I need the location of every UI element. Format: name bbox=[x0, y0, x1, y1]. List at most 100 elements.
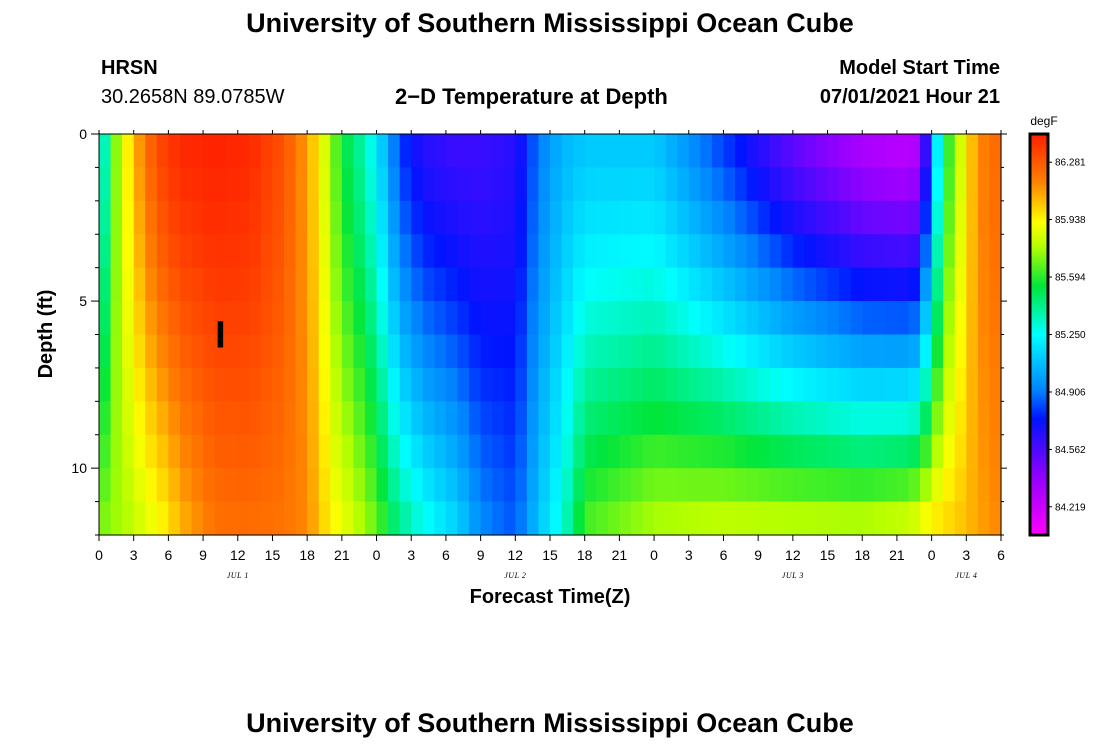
heatmap-cell bbox=[515, 334, 528, 369]
heatmap-cell bbox=[596, 267, 609, 302]
heatmap-cell bbox=[896, 434, 910, 469]
heatmap-cell bbox=[515, 401, 528, 436]
heatmap-cell bbox=[388, 468, 401, 503]
heatmap-cell bbox=[503, 134, 516, 169]
heatmap-cell bbox=[307, 200, 320, 235]
heatmap-cell bbox=[827, 468, 840, 503]
heatmap-cell bbox=[457, 434, 470, 469]
heatmap-cell bbox=[943, 200, 956, 235]
heatmap-cell bbox=[469, 301, 482, 336]
heatmap-cell bbox=[977, 267, 991, 302]
heatmap-cell bbox=[827, 301, 840, 336]
colorbar-gradient bbox=[1028, 132, 1050, 537]
heatmap-cell bbox=[284, 401, 297, 436]
heatmap-cell bbox=[191, 367, 204, 402]
heatmap-cell bbox=[295, 234, 308, 269]
heatmap-cell bbox=[122, 234, 135, 269]
heatmap-cell bbox=[665, 334, 678, 369]
heatmap-cell bbox=[538, 267, 551, 302]
heatmap-cell bbox=[642, 134, 655, 169]
y-axis-title: Depth (ft) bbox=[35, 290, 57, 379]
heatmap-cell bbox=[226, 301, 239, 336]
heatmap-cell bbox=[850, 468, 863, 503]
heatmap-cell bbox=[318, 167, 331, 202]
heatmap-cell bbox=[341, 401, 355, 436]
heatmap-cell bbox=[526, 334, 540, 369]
heatmap-cell bbox=[781, 401, 794, 436]
heatmap-cell bbox=[272, 134, 285, 169]
heatmap-cell bbox=[943, 367, 956, 402]
heatmap-cell bbox=[284, 134, 297, 169]
heatmap-cell bbox=[688, 200, 701, 235]
heatmap-cell bbox=[943, 434, 956, 469]
heatmap-cell bbox=[723, 167, 736, 202]
heatmap-cell bbox=[839, 200, 852, 235]
heatmap-cell bbox=[630, 334, 644, 369]
heatmap-cell bbox=[561, 468, 574, 503]
heatmap-cell bbox=[214, 234, 227, 269]
x-tick-label: 12 bbox=[785, 547, 801, 563]
heatmap-cell bbox=[781, 501, 794, 536]
heatmap-cell bbox=[711, 301, 725, 336]
heatmap-cell bbox=[145, 401, 158, 436]
heatmap-cell bbox=[503, 501, 516, 536]
heatmap-cell bbox=[538, 468, 551, 503]
x-tick-label: 18 bbox=[577, 547, 593, 563]
heatmap-cell bbox=[954, 301, 967, 336]
heatmap-cell bbox=[873, 501, 886, 536]
heatmap-cell bbox=[619, 301, 632, 336]
heatmap-cell bbox=[607, 401, 620, 436]
heatmap-cell bbox=[654, 167, 667, 202]
heatmap-cell bbox=[364, 234, 378, 269]
colorbar-label: 85.938 bbox=[1055, 215, 1086, 226]
heatmap-cell bbox=[792, 367, 806, 402]
heatmap-cell bbox=[885, 301, 898, 336]
heatmap-cell bbox=[977, 200, 991, 235]
heatmap-cell bbox=[769, 301, 782, 336]
heatmap-cell bbox=[226, 234, 239, 269]
heatmap-cell bbox=[977, 167, 991, 202]
heatmap-cell bbox=[735, 200, 748, 235]
heatmap-cell bbox=[376, 334, 389, 369]
heatmap-cell bbox=[353, 501, 366, 536]
heatmap-cell bbox=[480, 334, 493, 369]
heatmap-cell bbox=[723, 334, 736, 369]
heatmap-cell bbox=[607, 468, 620, 503]
heatmap-cell bbox=[422, 167, 435, 202]
heatmap-cell bbox=[920, 401, 933, 436]
heatmap-cell bbox=[457, 367, 470, 402]
heatmap-cell bbox=[954, 367, 967, 402]
heatmap-cell bbox=[654, 134, 667, 169]
heatmap-cell bbox=[931, 200, 944, 235]
heatmap-cell bbox=[815, 401, 829, 436]
heatmap-cell bbox=[480, 468, 493, 503]
heatmap-cell bbox=[654, 501, 667, 536]
heatmap-cell bbox=[839, 434, 852, 469]
heatmap-cell bbox=[526, 234, 540, 269]
heatmap-cell bbox=[700, 367, 713, 402]
station-name: HRSN bbox=[101, 57, 158, 79]
heatmap-cell bbox=[735, 501, 748, 536]
heatmap-cell bbox=[792, 200, 806, 235]
heatmap-cell bbox=[388, 267, 401, 302]
x-tick-label: 0 bbox=[650, 547, 658, 563]
heatmap-cell bbox=[908, 367, 921, 402]
heatmap-cell bbox=[503, 434, 516, 469]
heatmap-cell bbox=[943, 401, 956, 436]
heatmap-cell bbox=[885, 434, 898, 469]
heatmap-cell bbox=[630, 200, 644, 235]
heatmap-cell bbox=[931, 134, 944, 169]
heatmap-cell bbox=[226, 468, 239, 503]
x-axis: 0 3 6 9 12 15 18 21 0 3 6 9 12 15 18 21 0 3 6 9 12 15 18 21 0 3 6 bbox=[95, 130, 1005, 563]
heatmap-cell bbox=[966, 334, 979, 369]
heatmap-cell bbox=[364, 167, 378, 202]
heatmap-cell bbox=[237, 401, 250, 436]
heatmap-cell bbox=[538, 234, 551, 269]
heatmap-cell bbox=[480, 434, 493, 469]
heatmap-cell bbox=[457, 267, 470, 302]
heatmap-cell bbox=[318, 367, 331, 402]
heatmap-cell bbox=[469, 334, 482, 369]
heatmap-cell bbox=[642, 367, 655, 402]
colorbar-label: 85.250 bbox=[1055, 330, 1086, 341]
